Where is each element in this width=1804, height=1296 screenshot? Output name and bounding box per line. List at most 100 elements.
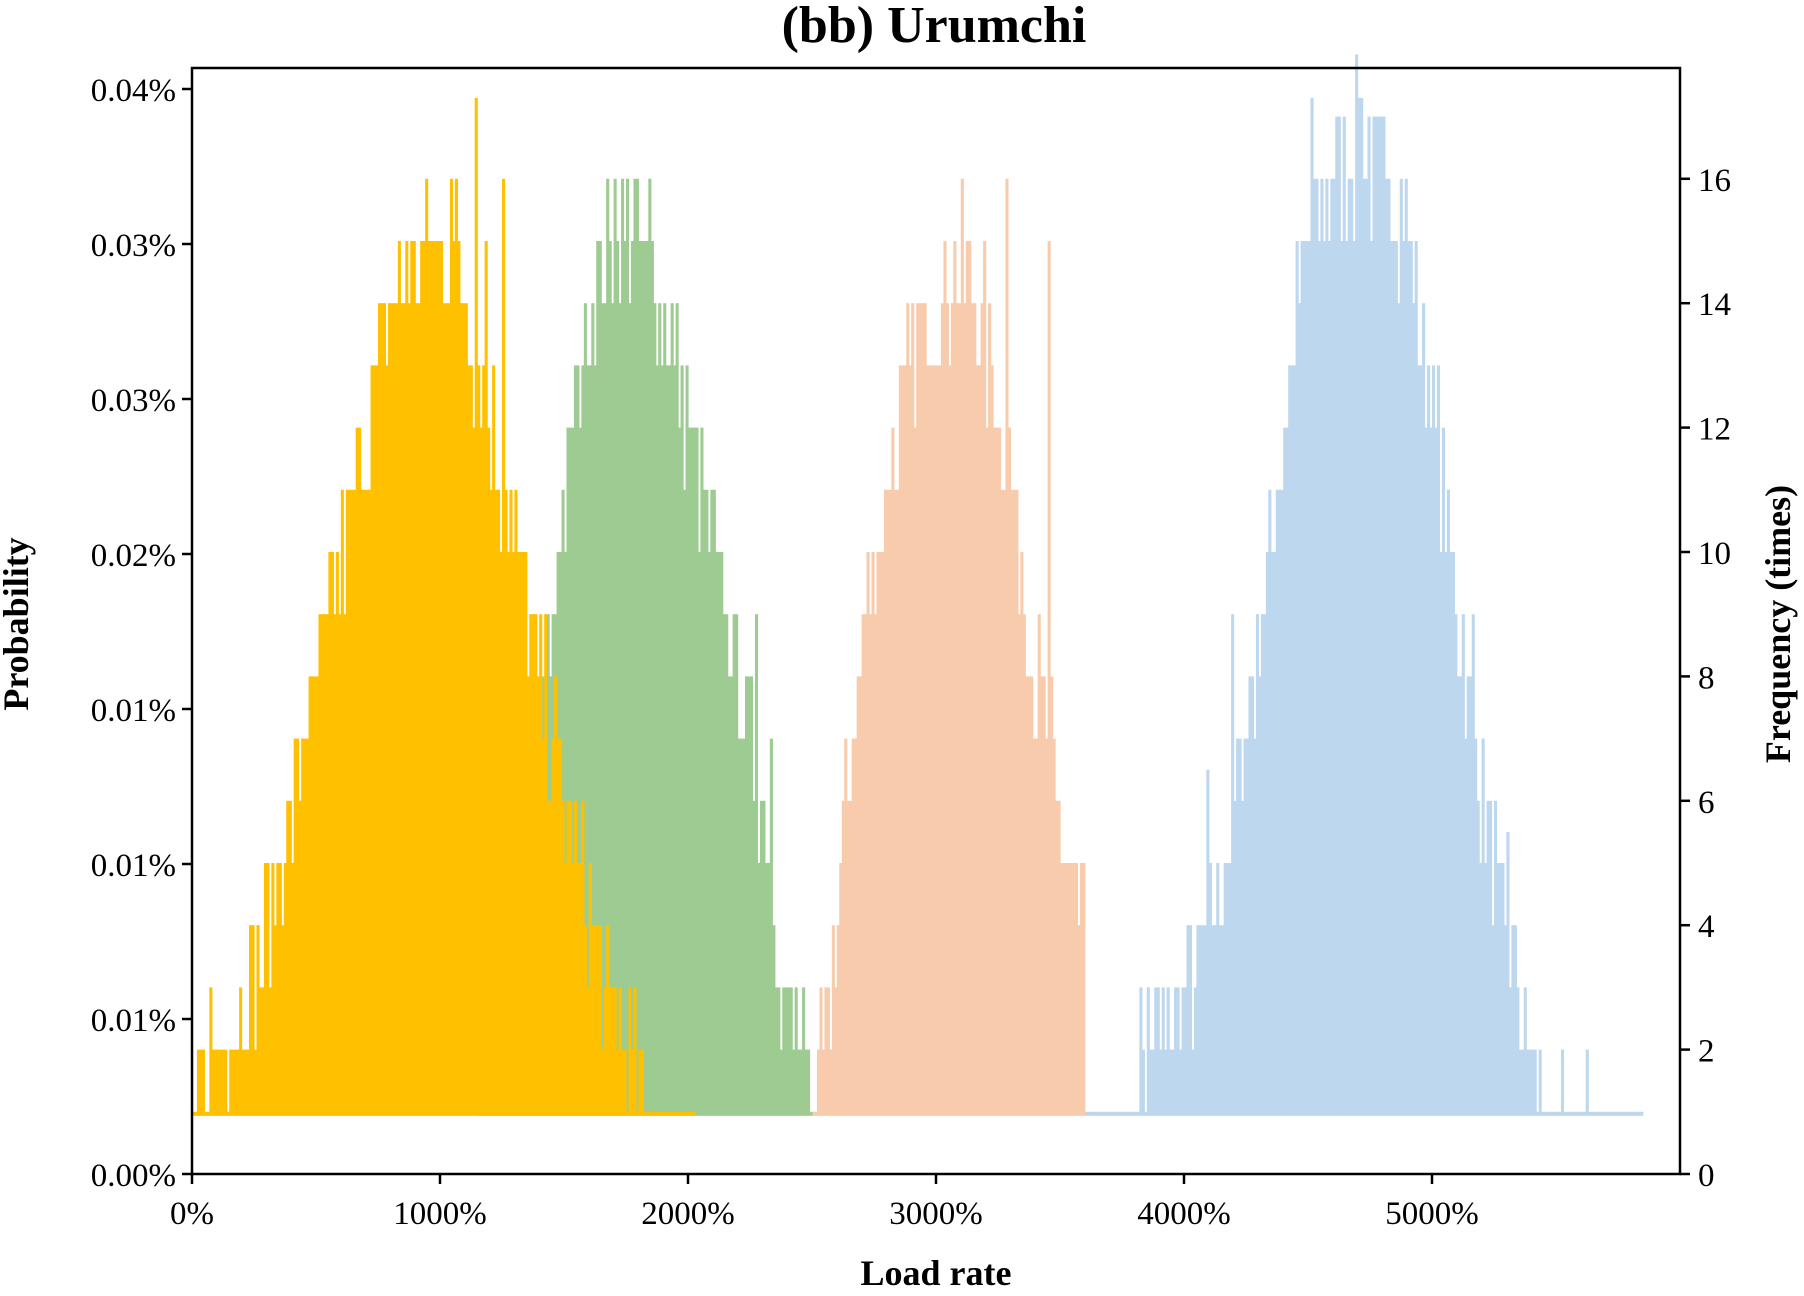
histogram-bar — [1613, 1111, 1617, 1116]
histogram-bar — [1144, 1111, 1148, 1116]
histogram-bar — [328, 552, 332, 1116]
histogram-bar — [415, 303, 419, 1116]
histogram-bar — [199, 1049, 203, 1116]
histogram-bar — [1196, 925, 1200, 1116]
histogram-bar — [1322, 241, 1326, 1116]
histogram-bar — [916, 303, 920, 1116]
histogram-bar — [702, 489, 706, 1116]
histogram-bar — [945, 303, 949, 1116]
histogram-bar — [685, 365, 689, 1116]
histogram-bar — [611, 987, 615, 1116]
histogram-bar — [402, 303, 406, 1116]
histogram-bar — [477, 365, 481, 1116]
histogram-bar — [752, 800, 756, 1116]
histogram-bar — [707, 552, 711, 1116]
histogram-bar — [554, 676, 558, 1116]
histogram-bar — [988, 303, 992, 1116]
x-tick-label: 0% — [170, 1196, 214, 1232]
histogram-bar — [1484, 863, 1488, 1116]
x-axis: 0% 1000% 2000% 3000% 4000% 5000% — [170, 1174, 1479, 1232]
y-left-tick-label: 0.04% — [91, 73, 176, 109]
histogram-bar — [201, 1049, 205, 1116]
histogram-bar — [370, 365, 374, 1116]
y-axis-left-label: Probability — [0, 537, 36, 710]
histogram-bar — [459, 303, 463, 1116]
histogram-bar — [1531, 1049, 1535, 1116]
histogram-bar — [955, 303, 959, 1116]
histogram-bar — [812, 1111, 816, 1116]
histogram-bar — [940, 303, 945, 1116]
histogram-bar — [683, 1111, 687, 1116]
histogram-bar — [1362, 178, 1366, 1116]
histogram-bar — [375, 365, 379, 1116]
histogram-bar — [365, 489, 369, 1116]
histogram-bar — [1603, 1111, 1607, 1116]
histogram-bar — [479, 427, 483, 1116]
histogram-bar — [630, 241, 635, 1116]
histogram-bar — [883, 489, 887, 1116]
histogram-bar — [958, 303, 962, 1116]
histogram-bar — [710, 489, 714, 1116]
histogram-bar — [298, 800, 302, 1116]
histogram-bar — [1573, 1111, 1577, 1116]
histogram-bar — [948, 365, 952, 1116]
histogram-bar — [1241, 800, 1245, 1116]
histogram-bar — [1146, 987, 1150, 1116]
histogram-bar — [866, 552, 870, 1116]
histogram-bar — [1360, 97, 1364, 1116]
histogram-bar — [1002, 489, 1007, 1116]
histogram-bar — [1102, 1111, 1106, 1116]
histogram-bar — [258, 987, 263, 1116]
histogram-bar — [521, 552, 525, 1116]
histogram-bar — [1556, 1111, 1560, 1116]
histogram-bar — [583, 303, 587, 1116]
histogram-bar — [1350, 178, 1354, 1116]
histogram-bar — [859, 676, 863, 1116]
histogram-bar — [457, 241, 461, 1116]
histogram-bar — [675, 303, 679, 1116]
histogram-bar — [1122, 1111, 1126, 1116]
histogram-bar — [395, 303, 399, 1116]
histogram-bar — [363, 489, 367, 1116]
histogram-bar — [1630, 1111, 1634, 1116]
histogram-bar — [373, 365, 377, 1116]
histogram-bar — [913, 427, 917, 1116]
histogram-bar — [385, 365, 389, 1116]
histogram-bar — [1169, 1049, 1173, 1116]
x-tick-label: 4000% — [1137, 1196, 1231, 1232]
histogram-bar — [1283, 427, 1287, 1116]
histogram-bar — [380, 303, 384, 1116]
histogram-bar — [526, 676, 530, 1116]
histogram-bar — [1203, 925, 1207, 1116]
histogram-bar — [730, 676, 734, 1116]
histogram-bar — [454, 178, 458, 1116]
histogram-bar — [715, 552, 719, 1116]
histogram-bar — [633, 178, 637, 1116]
histogram-bar — [1174, 987, 1178, 1116]
histogram-bar — [826, 987, 830, 1116]
histogram-bar — [1005, 178, 1009, 1116]
histogram-bar — [559, 738, 563, 1116]
histogram-bar — [1610, 1111, 1614, 1116]
histogram-bar — [1126, 1111, 1131, 1116]
histogram-bar — [688, 427, 692, 1116]
histogram-bar — [737, 738, 741, 1116]
histogram-bar — [1506, 831, 1510, 1116]
y-left-tick-label: 0.01% — [91, 693, 176, 729]
histogram-bar — [323, 614, 327, 1116]
histogram-bar — [1422, 303, 1426, 1116]
y-right-tick-label: 4 — [1698, 909, 1715, 945]
histogram-bar — [1367, 116, 1371, 1116]
histogram-bar — [417, 303, 421, 1116]
histogram-bar — [802, 987, 806, 1116]
histogram-bar — [1253, 738, 1257, 1116]
histogram-bar — [425, 178, 429, 1116]
histogram-bar — [378, 303, 382, 1116]
histogram-bar — [1179, 1049, 1183, 1116]
histogram-bar — [1419, 365, 1423, 1116]
histogram-bar — [648, 178, 652, 1116]
histogram-bar — [1548, 1111, 1552, 1116]
histogram-bar — [764, 863, 768, 1116]
histogram-bar — [613, 987, 617, 1116]
